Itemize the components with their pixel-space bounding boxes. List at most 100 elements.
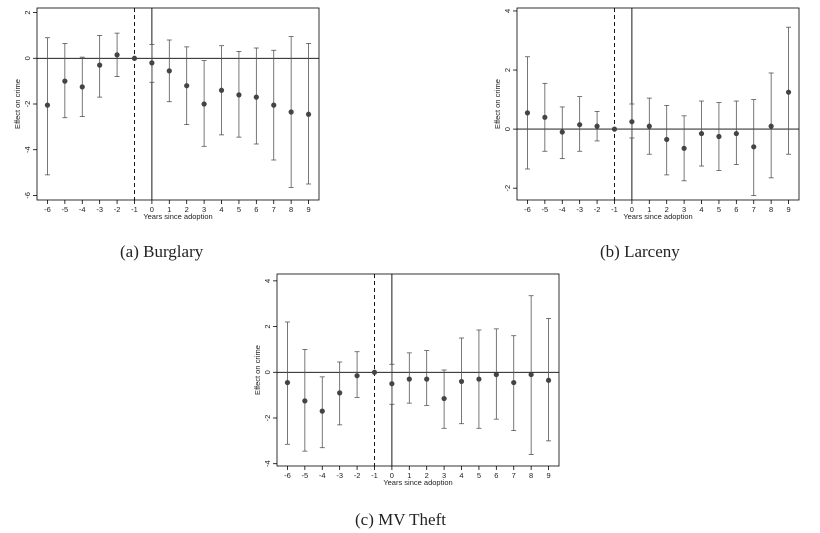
x-tick-label-mv-theft: 9 (546, 471, 550, 480)
x-tick-label-larceny: 5 (717, 205, 721, 214)
x-tick-label-mv-theft: 6 (494, 471, 498, 480)
point-estimate-mv-theft (406, 376, 412, 382)
point-estimate-larceny (681, 145, 687, 151)
point-estimate-larceny (751, 144, 757, 150)
y-tick-label-mv-theft: 0 (263, 370, 272, 374)
y-tick-label-burglary: 0 (23, 56, 32, 60)
plot-frame-mv-theft (276, 273, 560, 467)
x-tick-label-mv-theft: 0 (390, 471, 394, 480)
point-estimate-burglary (305, 111, 312, 117)
x-tick-label-burglary: 0 (150, 205, 154, 214)
x-tick-label-larceny: 9 (786, 205, 790, 214)
point-estimate-burglary (218, 87, 225, 93)
y-tick-label-burglary: 2 (23, 10, 32, 14)
point-estimate-mv-theft (424, 376, 430, 382)
point-estimate-mv-theft (371, 369, 378, 375)
x-tick-label-burglary: 4 (219, 205, 223, 214)
y-tick-label-mv-theft: 4 (263, 279, 272, 283)
point-estimate-mv-theft (511, 379, 517, 386)
chart-panel-mv-theft: 4 2 0 -2 -4 -6 -5 -4 -3 -2 -1 0 1 2 3 4 5 6 7 8 9 Years since… (240, 266, 570, 498)
x-tick-label-burglary: 7 (272, 205, 276, 214)
point-estimate-larceny (698, 130, 705, 137)
point-estimate-larceny (664, 136, 670, 143)
point-estimate-larceny (524, 110, 531, 116)
point-estimate-burglary (253, 94, 259, 100)
chart-panel-larceny: 4 2 0 -2 -6 -5 -4 -3 -2 -1 0 1 2 3 4 5 6 7 8 9 Years since a… (480, 0, 810, 232)
chart-svg-burglary: 2 0 -2 -4 -6 -6 -5 -4 -3 -2 -1 0 1 2 3 4 5 6 7 8 9 Years sinc… (13, 7, 320, 221)
x-tick-label-burglary: 1 (167, 205, 171, 214)
point-estimate-burglary (114, 52, 120, 58)
x-tick-label-larceny: 6 (734, 205, 738, 214)
point-estimate-mv-theft (284, 379, 291, 386)
point-estimate-burglary (62, 78, 68, 84)
x-tick-label-larceny: -6 (524, 205, 531, 214)
y-tick-label-larceny: 2 (503, 68, 512, 72)
point-estimate-mv-theft (458, 378, 465, 385)
point-estimate-mv-theft (302, 398, 308, 404)
x-tick-label-larceny: 4 (699, 205, 703, 214)
x-tick-label-burglary: 2 (185, 205, 189, 214)
point-estimate-burglary (166, 68, 172, 74)
x-tick-label-mv-theft: -5 (302, 471, 309, 480)
x-tick-label-mv-theft: 7 (512, 471, 516, 480)
point-estimate-larceny (785, 89, 792, 95)
point-estimate-burglary (131, 55, 138, 61)
x-tick-label-burglary: 9 (306, 205, 310, 214)
caption-larceny: (b) Larceny (600, 242, 680, 261)
point-estimate-larceny (577, 122, 583, 128)
x-tick-label-burglary: -3 (96, 205, 103, 214)
point-estimate-mv-theft (528, 371, 534, 378)
x-tick-label-mv-theft: -1 (371, 471, 378, 480)
x-tick-label-mv-theft: 2 (425, 471, 429, 480)
point-estimate-larceny (629, 119, 635, 125)
chart-svg-larceny: 4 2 0 -2 -6 -5 -4 -3 -2 -1 0 1 2 3 4 5 6 7 8 9 Years since a… (493, 7, 800, 221)
x-tick-label-mv-theft: -2 (354, 471, 361, 480)
x-tick-label-larceny: 7 (752, 205, 756, 214)
point-estimate-mv-theft (354, 373, 360, 379)
x-tick-label-burglary: -2 (114, 205, 121, 214)
x-axis-title-mv-theft: Years since adoption (383, 478, 452, 487)
caption-mv-theft: (c) MV Theft (355, 510, 446, 529)
y-tick-label-mv-theft: -2 (263, 415, 272, 422)
y-tick-label-larceny: 0 (503, 127, 512, 131)
point-estimate-mv-theft (389, 381, 395, 387)
x-tick-label-burglary: -5 (62, 205, 69, 214)
x-tick-label-mv-theft: 1 (407, 471, 411, 480)
x-tick-label-larceny: -4 (559, 205, 566, 214)
x-tick-label-burglary: -4 (79, 205, 86, 214)
caption-burglary: (a) Burglary (120, 242, 204, 261)
point-estimate-larceny (594, 123, 600, 129)
y-tick-label-burglary: -2 (23, 101, 32, 108)
x-tick-label-larceny: 2 (665, 205, 669, 214)
y-tick-label-mv-theft: 2 (263, 324, 272, 328)
point-estimate-mv-theft (337, 390, 343, 396)
y-tick-label-burglary: -4 (23, 146, 32, 153)
point-estimate-larceny (716, 133, 722, 140)
x-tick-label-burglary: 6 (254, 205, 258, 214)
x-tick-label-larceny: 0 (630, 205, 634, 214)
point-estimate-mv-theft (545, 377, 552, 383)
chart-svg-mv-theft: 4 2 0 -2 -4 -6 -5 -4 -3 -2 -1 0 1 2 3 4 5 6 7 8 9 Years since… (253, 273, 560, 487)
point-estimate-burglary (149, 60, 155, 66)
x-tick-label-larceny: -3 (576, 205, 583, 214)
point-estimate-larceny (559, 129, 565, 135)
x-tick-label-burglary: 5 (237, 205, 241, 214)
chart-panel-burglary: 2 0 -2 -4 -6 -6 -5 -4 -3 -2 -1 0 1 2 3 4 5 6 7 8 9 Years sinc… (0, 0, 330, 232)
y-axis-title-mv-theft: Effect on crime (253, 345, 262, 395)
plot-frame-burglary (36, 7, 320, 201)
x-tick-label-mv-theft: 5 (477, 471, 481, 480)
x-tick-label-burglary: 8 (289, 205, 293, 214)
point-estimate-larceny (768, 123, 774, 129)
x-tick-label-burglary: 3 (202, 205, 206, 214)
x-tick-label-mv-theft: -3 (336, 471, 343, 480)
point-estimate-larceny (542, 114, 548, 120)
y-tick-label-mv-theft: -4 (263, 460, 272, 467)
y-tick-label-larceny: 4 (503, 9, 512, 13)
point-estimate-larceny (611, 126, 618, 132)
point-estimate-burglary (79, 84, 85, 90)
x-tick-label-mv-theft: 3 (442, 471, 446, 480)
x-tick-label-larceny: -1 (611, 205, 618, 214)
x-tick-label-mv-theft: 4 (459, 471, 463, 480)
x-tick-label-burglary: -1 (131, 205, 138, 214)
x-tick-label-larceny: 3 (682, 205, 686, 214)
